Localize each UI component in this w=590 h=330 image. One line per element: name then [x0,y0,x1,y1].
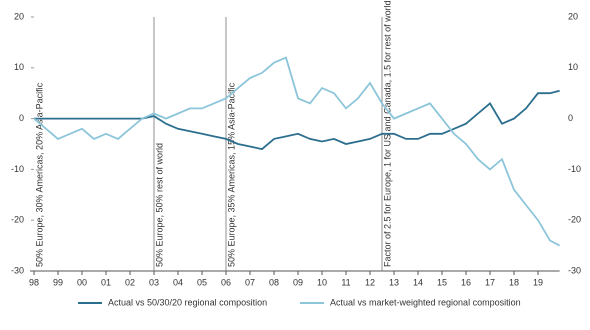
y2-tick-label: 10 [568,62,578,72]
y2-tick-label: -30 [568,265,581,275]
x-tick-label: 04 [173,277,183,287]
x-tick-label: 13 [389,277,399,287]
x-tick-label: 02 [125,277,135,287]
annotation: 50% Europe, 50% rest of world [154,143,164,267]
series-line [34,89,560,151]
y2-tick-label: 20 [568,11,578,21]
y2-tick-label: 0 [568,113,573,123]
y-tick-label: -20 [11,215,24,225]
x-tick-label: 98 [29,277,39,287]
annotation: 50% Europe, 30% Americas, 20% Asia-Pacif… [34,82,44,267]
y2-tick-label: -20 [568,215,581,225]
x-tick-label: 14 [413,277,423,287]
x-tick-label: 11 [341,277,350,287]
x-tick-label: 08 [269,277,279,287]
y-tick-label: -30 [11,265,24,275]
x-tick-label: 10 [317,277,327,287]
y2-tick-label: -10 [568,164,581,174]
legend-label: Actual vs market-weighted regional compo… [330,297,521,307]
x-tick-label: 19 [533,277,543,287]
x-tick-label: 17 [485,277,495,287]
x-tick-label: 00 [77,277,87,287]
x-tick-label: 07 [245,277,255,287]
x-tick-label: 15 [437,277,447,287]
x-tick-label: 99 [53,277,63,287]
x-tick-label: 05 [197,277,207,287]
x-tick-label: 09 [293,277,303,287]
y-tick-label: 0 [19,113,24,123]
y-tick-label: 10 [14,62,24,72]
x-tick-label: 03 [149,277,159,287]
legend-label: Actual vs 50/30/20 regional composition [108,297,267,307]
series-line [33,56,561,247]
x-tick-label: 18 [509,277,519,287]
y-tick-label: -10 [11,164,24,174]
annotation: 50% Europe, 35% Americas, 15% Asia-Pacif… [226,82,236,267]
x-tick-label: 16 [461,277,471,287]
x-tick-label: 12 [365,277,375,287]
x-tick-label: 01 [101,277,111,287]
y-tick-label: 20 [14,11,24,21]
x-tick-label: 06 [221,277,231,287]
